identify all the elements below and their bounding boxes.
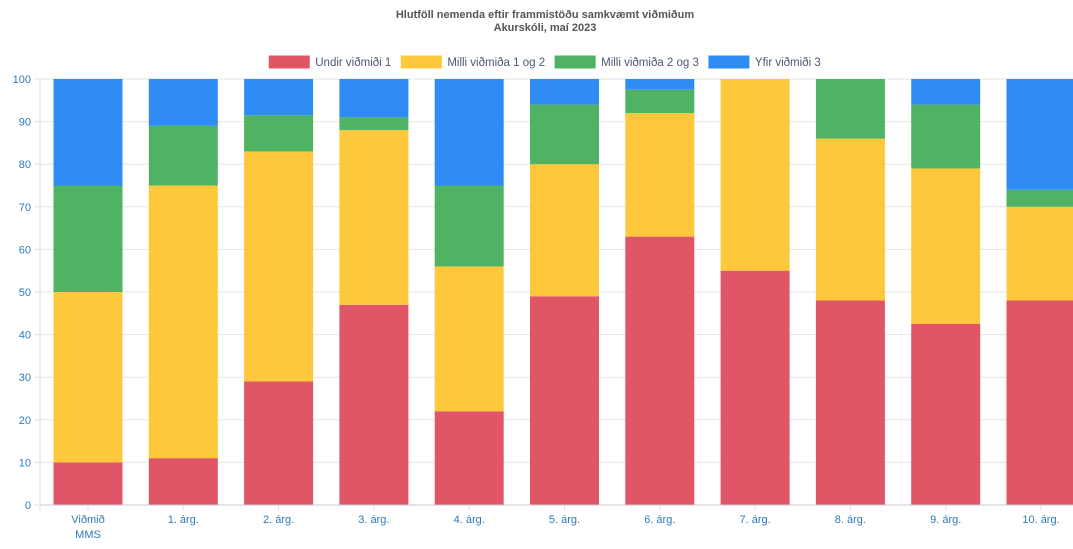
bar-segment-milli-vi-mi-a-2-og-3[interactable] — [435, 186, 504, 267]
y-tick-label: 10 — [19, 457, 31, 469]
chart-title: Hlutföll nemenda eftir frammistöðu samkv… — [396, 9, 694, 21]
bar-segment-yfir-vi-mi-i-3[interactable] — [244, 79, 313, 115]
y-axis-ticks: 0 10 20 30 40 50 60 70 80 90 100 — [13, 74, 40, 512]
bar-segment-undir-vi-mi-i-1[interactable] — [54, 462, 123, 505]
bar-segment-yfir-vi-mi-i-3[interactable] — [1007, 79, 1073, 190]
bar-segment-milli-vi-mi-a-1-og-2[interactable] — [721, 79, 790, 271]
legend-label: Milli viðmiða 2 og 3 — [601, 57, 699, 69]
bar-segment-undir-vi-mi-i-1[interactable] — [339, 305, 408, 505]
y-tick-label: 20 — [19, 415, 31, 427]
legend-swatch — [555, 56, 595, 68]
x-tick-label: 1. árg. — [168, 514, 199, 526]
chart-subtitle: Akurskóli, maí 2023 — [494, 22, 597, 34]
x-tick-label: MMS — [75, 529, 101, 541]
x-tick-label: Viðmið — [71, 514, 104, 526]
bar-segment-yfir-vi-mi-i-3[interactable] — [339, 79, 408, 117]
bar-segment-yfir-vi-mi-i-3[interactable] — [54, 79, 123, 186]
bar-segment-milli-vi-mi-a-1-og-2[interactable] — [530, 164, 599, 296]
bar-segment-undir-vi-mi-i-1[interactable] — [816, 301, 885, 505]
y-tick-label: 0 — [25, 500, 31, 512]
legend-label: Yfir viðmiði 3 — [755, 57, 821, 69]
bar-segment-milli-vi-mi-a-1-og-2[interactable] — [1007, 207, 1073, 301]
legend-swatch — [269, 56, 309, 68]
x-tick-label: 10. árg. — [1022, 514, 1059, 526]
bar-segment-milli-vi-mi-a-1-og-2[interactable] — [244, 151, 313, 381]
bar-segment-milli-vi-mi-a-2-og-3[interactable] — [625, 90, 694, 113]
y-tick-label: 60 — [19, 244, 31, 256]
bar-segment-yfir-vi-mi-i-3[interactable] — [625, 79, 694, 90]
x-tick-label: 7. árg. — [740, 514, 771, 526]
x-tick-label: 8. árg. — [835, 514, 866, 526]
x-tick-label: 4. árg. — [454, 514, 485, 526]
legend-label: Undir viðmiði 1 — [315, 57, 391, 69]
y-tick-label: 90 — [19, 117, 31, 129]
bar-segment-yfir-vi-mi-i-3[interactable] — [530, 79, 599, 105]
legend-item-milli-vi-mi-a-2-og-3[interactable]: Milli viðmiða 2 og 3 — [555, 56, 699, 69]
bar-segment-undir-vi-mi-i-1[interactable] — [911, 324, 980, 505]
y-tick-label: 100 — [13, 74, 31, 86]
bar-segment-undir-vi-mi-i-1[interactable] — [625, 237, 694, 505]
bar-segment-milli-vi-mi-a-2-og-3[interactable] — [339, 117, 408, 130]
bar-segment-yfir-vi-mi-i-3[interactable] — [435, 79, 504, 186]
bar-segment-milli-vi-mi-a-2-og-3[interactable] — [244, 115, 313, 151]
y-tick-label: 30 — [19, 372, 31, 384]
bar-segment-milli-vi-mi-a-1-og-2[interactable] — [911, 168, 980, 323]
y-tick-label: 70 — [19, 202, 31, 214]
bar-segment-undir-vi-mi-i-1[interactable] — [530, 296, 599, 505]
bar-segment-milli-vi-mi-a-2-og-3[interactable] — [816, 79, 885, 139]
x-tick-label: 2. árg. — [263, 514, 294, 526]
bar-segment-milli-vi-mi-a-1-og-2[interactable] — [625, 113, 694, 237]
x-axis-ticks: Viðmið MMS 1. árg. 2. árg. 3. árg. 4. árg. 5. … — [71, 505, 1059, 541]
bar-segment-milli-vi-mi-a-2-og-3[interactable] — [530, 105, 599, 165]
bar-stacks — [54, 79, 1073, 505]
bar-segment-milli-vi-mi-a-1-og-2[interactable] — [435, 266, 504, 411]
bar-segment-undir-vi-mi-i-1[interactable] — [244, 381, 313, 505]
bar-segment-milli-vi-mi-a-2-og-3[interactable] — [911, 105, 980, 169]
x-tick-label: 3. árg. — [358, 514, 389, 526]
bar-segment-undir-vi-mi-i-1[interactable] — [1007, 301, 1073, 505]
legend-item-yfir-vi-mi-i-3[interactable]: Yfir viðmiði 3 — [709, 56, 821, 69]
y-tick-label: 80 — [19, 159, 31, 171]
bar-segment-milli-vi-mi-a-2-og-3[interactable] — [1007, 190, 1073, 207]
bar-segment-undir-vi-mi-i-1[interactable] — [721, 271, 790, 505]
y-tick-label: 40 — [19, 330, 31, 342]
legend-item-milli-vi-mi-a-1-og-2[interactable]: Milli viðmiða 1 og 2 — [401, 56, 545, 69]
bar-segment-undir-vi-mi-i-1[interactable] — [435, 411, 504, 505]
bar-segment-milli-vi-mi-a-1-og-2[interactable] — [54, 292, 123, 462]
bar-segment-undir-vi-mi-i-1[interactable] — [149, 458, 218, 505]
bar-segment-milli-vi-mi-a-1-og-2[interactable] — [816, 139, 885, 301]
legend-item-undir-vi-mi-i-1[interactable]: Undir viðmiði 1 — [269, 56, 391, 69]
chart-legend[interactable]: Undir viðmiði 1 Milli viðmiða 1 og 2 Milli… — [269, 56, 820, 69]
bar-segment-yfir-vi-mi-i-3[interactable] — [911, 79, 980, 105]
bar-segment-milli-vi-mi-a-2-og-3[interactable] — [54, 186, 123, 293]
bar-segment-milli-vi-mi-a-1-og-2[interactable] — [149, 186, 218, 459]
y-tick-label: 50 — [19, 287, 31, 299]
x-tick-label: 6. árg. — [644, 514, 675, 526]
x-tick-label: 5. árg. — [549, 514, 580, 526]
bar-segment-milli-vi-mi-a-2-og-3[interactable] — [149, 126, 218, 186]
x-tick-label: 9. árg. — [930, 514, 961, 526]
legend-swatch — [401, 56, 441, 68]
legend-label: Milli viðmiða 1 og 2 — [447, 57, 545, 69]
bar-segment-milli-vi-mi-a-1-og-2[interactable] — [339, 130, 408, 305]
legend-swatch — [709, 56, 749, 68]
bar-segment-yfir-vi-mi-i-3[interactable] — [149, 79, 218, 126]
